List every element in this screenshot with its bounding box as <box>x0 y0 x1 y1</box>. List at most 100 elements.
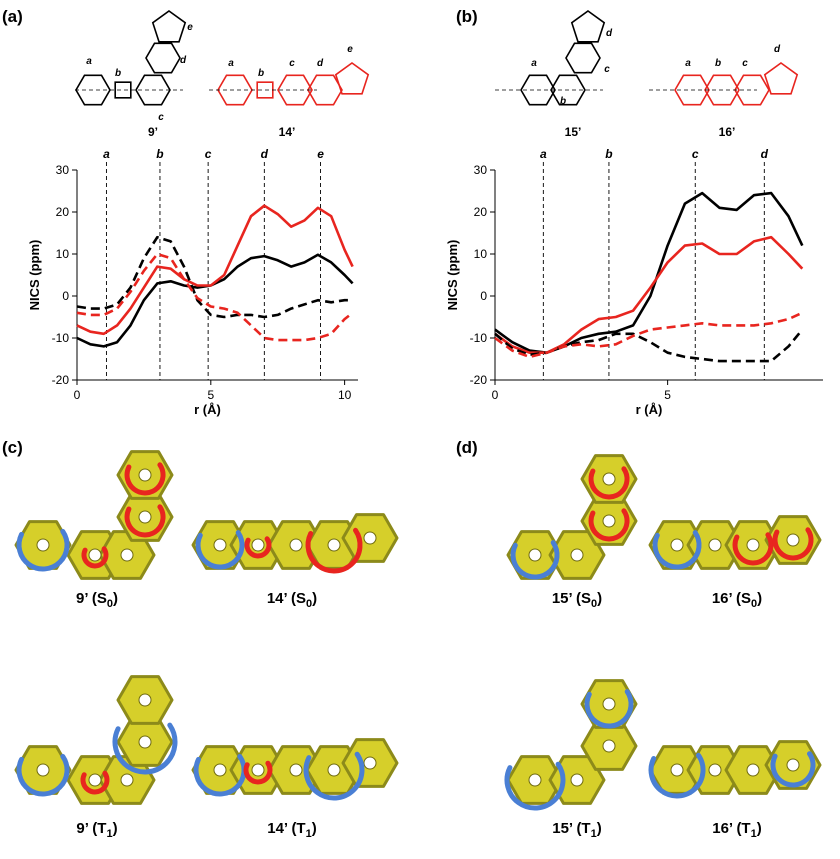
structure-label: 15’ <box>565 125 582 139</box>
x-tick-label: 5 <box>207 388 214 402</box>
ring-marker-label: b <box>156 147 163 161</box>
structure-label: 9’ <box>148 125 158 139</box>
structure-label: 16’ <box>719 125 736 139</box>
acid-hole <box>528 773 542 787</box>
acid-hole <box>251 763 265 777</box>
acid-label-sub: 0 <box>306 598 312 610</box>
acid-hole <box>363 531 377 545</box>
ring-label: e <box>187 22 193 33</box>
acid-hole <box>708 763 722 777</box>
ring-current <box>81 546 109 569</box>
acid-plot <box>506 454 638 580</box>
x-tick-label: 0 <box>74 388 81 402</box>
ring-current <box>588 508 630 542</box>
ring-label: b <box>115 68 121 79</box>
acid-label: 15’ (S0) <box>552 590 602 610</box>
ring-label: a <box>685 58 691 69</box>
acid-label-text: 15’ (S <box>552 590 591 607</box>
acid-label-text: ) <box>597 590 602 607</box>
acid-label: 9’ (S0) <box>76 590 118 610</box>
ring-label: c <box>742 58 748 69</box>
ring-current <box>305 527 363 574</box>
x-axis-label: r (Å) <box>194 402 221 417</box>
acid-label-text: ) <box>312 820 317 837</box>
ring <box>674 74 710 106</box>
acid-hole <box>570 773 584 787</box>
y-tick-label: 20 <box>56 205 70 219</box>
acid-hole <box>289 763 303 777</box>
acid-label-text: 15’ (T <box>552 820 590 837</box>
y-tick-label: 10 <box>474 247 488 261</box>
x-tick-label: 10 <box>338 388 352 402</box>
acid-hole <box>213 763 227 777</box>
ring-current <box>772 527 814 561</box>
acid-label-sub: 1 <box>106 828 112 840</box>
acid-label: 15’ (T1) <box>552 820 601 840</box>
acid-label-text: ) <box>113 590 118 607</box>
acid-hole <box>670 763 684 777</box>
ring-current <box>195 530 245 570</box>
ring <box>570 10 606 43</box>
panel-label: (b) <box>456 7 478 26</box>
ring-marker-label: c <box>692 147 699 161</box>
acid-hole <box>786 758 800 772</box>
ring-label: c <box>289 58 295 69</box>
y-axis-label: NICS (ppm) <box>27 240 42 311</box>
acid-label-text: ) <box>757 590 762 607</box>
acid-plot <box>504 679 638 811</box>
ring-label: d <box>317 58 324 69</box>
acid-hole <box>746 763 760 777</box>
acid-label-text: ) <box>113 820 118 837</box>
nics-curve <box>494 328 804 363</box>
acid-hole <box>602 739 616 753</box>
ring-label: b <box>560 96 566 107</box>
y-tick-label: 30 <box>56 163 70 177</box>
ring-current <box>243 760 273 785</box>
acid-hole <box>786 533 800 547</box>
acid-label: 16’ (S0) <box>712 590 762 610</box>
ring <box>145 42 181 74</box>
ring-current <box>16 753 70 797</box>
x-tick-label: 0 <box>492 388 499 402</box>
acid-hole <box>670 538 684 552</box>
acid-label-text: ) <box>597 820 602 837</box>
ring-label: d <box>774 44 781 55</box>
nics-curve <box>76 253 354 348</box>
y-tick-label: -10 <box>52 331 70 345</box>
acid-label-text: ) <box>757 820 762 837</box>
ring-label: e <box>347 44 353 55</box>
acid-label-sub: 1 <box>591 828 597 840</box>
acid-plot <box>191 738 399 801</box>
ring-current <box>652 530 702 570</box>
acid-label: 9’ (T1) <box>76 820 117 840</box>
acid-hole <box>602 697 616 711</box>
acid-label-text: 9’ (S <box>76 590 107 607</box>
ring-label: c <box>158 112 164 123</box>
ring-label: d <box>180 55 187 66</box>
ring-label: a <box>86 56 92 67</box>
acid-label: 14’ (T1) <box>267 820 316 840</box>
nics-curve <box>494 235 804 354</box>
ring-marker-label: c <box>205 147 212 161</box>
ring-current <box>16 528 70 572</box>
ring-marker-label: a <box>540 147 547 161</box>
y-tick-label: 0 <box>62 289 69 303</box>
acid-label: 14’ (S0) <box>267 590 317 610</box>
nics-curve <box>494 191 804 354</box>
ring-marker-label: a <box>103 147 110 161</box>
acid-label-text: 9’ (T <box>76 820 106 837</box>
acid-hole <box>746 538 760 552</box>
ring <box>135 74 171 106</box>
ring-current <box>588 466 630 500</box>
acid-hole <box>36 763 50 777</box>
panel-label: (a) <box>2 7 23 26</box>
acid-label-sub: 1 <box>306 828 312 840</box>
acid-label-text: 16’ (S <box>712 590 751 607</box>
ring-current <box>510 540 560 580</box>
acid-label-sub: 0 <box>107 598 113 610</box>
ring <box>763 62 799 95</box>
acid-hole <box>88 548 102 562</box>
acid-hole <box>120 548 134 562</box>
acid-label-sub: 0 <box>591 598 597 610</box>
x-axis-label: r (Å) <box>636 402 663 417</box>
